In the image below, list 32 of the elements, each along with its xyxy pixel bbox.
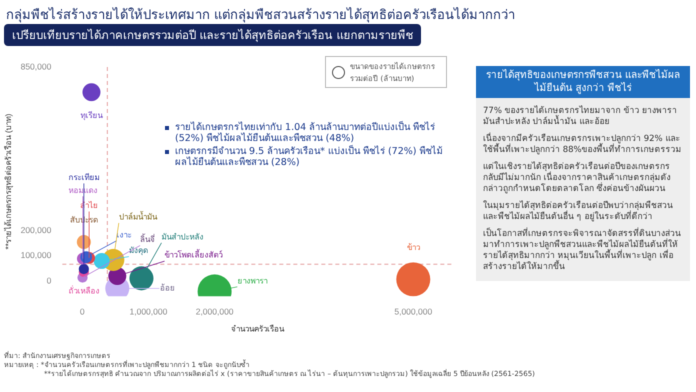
series-label: ทุเรียน — [80, 110, 104, 120]
y-axis-title: **รายได้เกษตรกรสุทธิต่อครัวเรือน (บาท) — [4, 113, 14, 250]
text: 77% ของรายได้เกษตรกรไทยมาจาก ข้าว ยางพารา มันสำปะหลัง ปาล์มน้ำมัน และอ้อย — [483, 106, 678, 128]
x-axis-title: จำนวนครัวเรือน — [231, 324, 286, 334]
x-tick-label: 5,000,000 — [394, 306, 432, 317]
text: ข้าวโพดเลี้ยงสัตว์ — [164, 248, 223, 260]
x-tick-label: 1,000,000 — [129, 306, 168, 317]
text: มังคุด — [128, 246, 148, 256]
chart-subtitle: เปรียบเทียบรายได้ภาคเกษตรรวมต่อปี และรายได้สุทธิต่อครัวเรือน แยกตามรายพืช — [4, 24, 422, 46]
series-label: ถั่วเหลือง — [68, 284, 100, 296]
y-tick-label: 200,000 — [20, 225, 52, 236]
annotation: รายได้เกษตรกรไทยเท่ากับ 1.04 ล้านล้านบาทต่อปีแบ่งเป็น พืชไร่ (52%) พืชไม้ผลไม้ยืนต้นและพืชสวน (48%) — [175, 122, 436, 144]
text: รายได้สุทธิของเกษตรกรพืชสวน และพืชไม้ผลไม้ยืนต้น สูงกว่า พืชไร่ — [476, 66, 690, 98]
text: อ้อย — [160, 283, 175, 292]
text: เนื่องจากมีครัวเรือนเกษตรกรเพาะปลูกกว่า 92% และใช้พื้นที่เพาะปลูกกว่า 88%ของพื้นที่ทำการเกษตรรวม — [483, 134, 683, 156]
chart-title: กลุ่มพืชไร่สร้างรายได้ให้ประเทศมาก แต่กลุ่มพืชสวนสร้างรายได้สุทธิต่อครัวเรือนได้มากกว่า — [6, 6, 516, 25]
text: ปาล์มน้ำมัน — [118, 210, 158, 222]
text: เป็นโอกาสที่เกษตรกรจะพิจารณาจัดสรรที่ดินบางส่วนมาทำการเพาะปลูกพืชสวนและพืชไม้ผลไม้ยืนต้นที่ให้รายได้สุทธิมากกว่า หมุนเวียนในพื้นที่เพาะปลูก เพื่อสร้างรายได้ให้มากขึ้น — [483, 229, 682, 273]
x-tick-label: 2,000,000 — [196, 306, 234, 317]
text: แต่ในเชิงรายได้สุทธิต่อครัวเรือนต่อปีของเกษตรกรกลับมีไม่มากนัก เนื่องจากราคาสินค้าเกษตรกลุ่มดังกล่าวถูกกำหนดโดยตลาดโลก ซึ่งค่อนข้างผันผวน — [483, 162, 672, 195]
text: เงาะ — [116, 230, 132, 240]
text: ลิ้นจี่ — [140, 233, 156, 244]
text: ในมุมรายได้สุทธิต่อครัวเรือนต่อปีพบว่ากลุ่มพืชสวน และพืชไม้ผลไม้ยืนต้นอื่น ๆ อยู่ในระดับที่ดีกว่า — [483, 201, 674, 223]
x-tick-label: 0 — [80, 306, 85, 317]
y-tick-label: 0 — [46, 275, 52, 286]
annotation: เกษตรกรมีจำนวน 9.5 ล้านครัวเรือน* แบ่งเป็น พืชไร่ (72%) พืชไม้ผลไม้ยืนต้นและพืชสวน (28%) — [175, 146, 444, 168]
y-tick-label: 850,000 — [20, 61, 52, 72]
y-tick-label: 100,000 — [20, 250, 52, 260]
series-label: ยางพารา — [237, 276, 268, 286]
text: กระเทียม — [68, 172, 100, 182]
text: มันสำปะหลัง — [161, 232, 204, 242]
series-label: ข้าว — [406, 242, 420, 252]
